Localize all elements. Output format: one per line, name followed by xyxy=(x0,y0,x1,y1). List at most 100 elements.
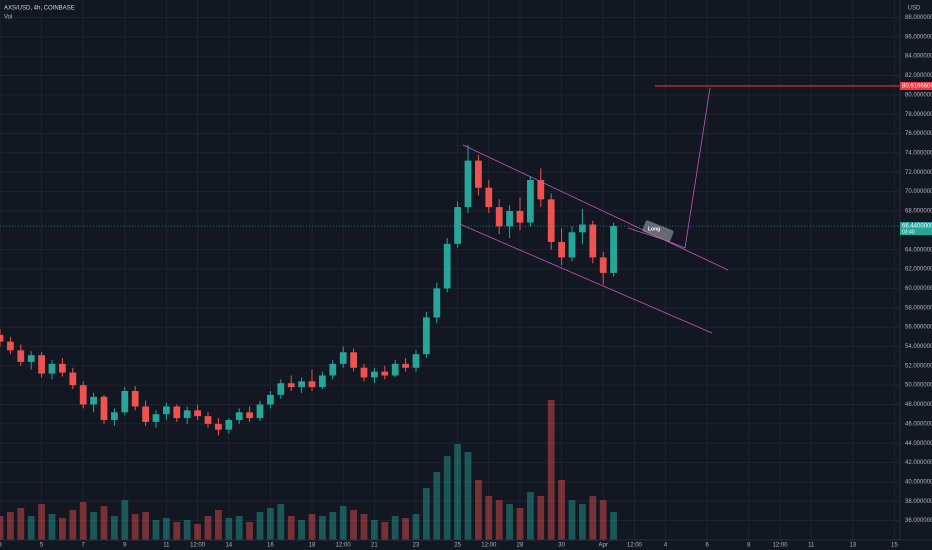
volume-bar xyxy=(173,522,181,540)
volume-bar xyxy=(194,524,201,540)
volume-bar xyxy=(7,512,14,540)
volume-bar xyxy=(59,518,66,540)
volume-bar xyxy=(495,500,503,540)
candle-body xyxy=(412,354,420,368)
candle-body xyxy=(163,406,170,415)
volume-bar xyxy=(464,452,472,540)
x-tick-label: 8 xyxy=(747,543,751,549)
volume-bar xyxy=(183,520,191,540)
volume-bar xyxy=(537,496,545,540)
volume-bar xyxy=(79,502,87,540)
candle-body xyxy=(59,363,66,373)
y-tick-label: 76.00000000 xyxy=(905,131,932,137)
candle-body xyxy=(475,160,482,188)
volume-bar xyxy=(381,522,389,540)
x-tick-label: Apr xyxy=(599,543,608,549)
volume-bar xyxy=(256,512,264,540)
volume-bar xyxy=(350,510,357,540)
volume-bar xyxy=(215,510,222,540)
x-tick-label: 7 xyxy=(82,543,86,549)
candle-body xyxy=(69,372,77,386)
x-tick-label: 3 xyxy=(0,543,2,549)
chart-title: AXS/USD, 4h, COINBASE xyxy=(4,6,75,12)
x-tick-label: 4 xyxy=(664,543,668,549)
volume-bar xyxy=(371,520,378,540)
y-tick-label: 72.00000000 xyxy=(905,170,932,176)
volume-bar xyxy=(599,500,607,540)
price-axis-panel xyxy=(900,0,932,550)
x-tick-label: 11 xyxy=(163,543,170,549)
y-tick-label: 74.00000000 xyxy=(905,150,932,156)
candle-body xyxy=(599,257,607,273)
volume-bar xyxy=(17,508,25,540)
volume-bar xyxy=(38,504,45,540)
volume-bar xyxy=(298,520,305,540)
volume-label: Vol xyxy=(4,15,12,21)
y-tick-label: 38.00000000 xyxy=(905,499,932,505)
volume-bar xyxy=(527,492,534,540)
y-tick-label: 88.00000000 xyxy=(905,15,932,21)
candle-body xyxy=(329,363,337,376)
candle-body xyxy=(547,199,555,242)
y-tick-label: 58.00000000 xyxy=(905,305,932,311)
x-tick-label: 21 xyxy=(371,543,378,549)
volume-bar xyxy=(90,512,97,540)
candle-body xyxy=(319,375,326,388)
volume-bar xyxy=(547,400,555,540)
last-price-tag xyxy=(900,222,932,236)
y-tick-label: 84.00000000 xyxy=(905,54,932,60)
y-tick-label: 36.00000000 xyxy=(905,518,932,524)
candle-body xyxy=(443,243,451,289)
volume-bar xyxy=(131,514,139,540)
volume-bar xyxy=(558,480,565,540)
x-tick-label: 11 xyxy=(808,543,815,549)
candle-body xyxy=(100,396,108,420)
candle-body xyxy=(111,412,118,420)
volume-bar xyxy=(433,472,441,540)
y-tick-label: 68.00000000 xyxy=(905,209,932,215)
candle-body xyxy=(527,180,534,223)
volume-bar xyxy=(610,512,617,540)
volume-bar xyxy=(485,496,493,540)
x-tick-label: 9 xyxy=(123,543,127,549)
candle-body xyxy=(48,363,56,374)
y-tick-label: 64.00000000 xyxy=(905,247,932,253)
y-tick-label: 52.00000000 xyxy=(905,363,932,369)
y-tick-label: 60.00000000 xyxy=(905,286,932,292)
candle-body xyxy=(79,385,87,405)
candle-body xyxy=(579,224,586,233)
y-tick-label: 50.00000000 xyxy=(905,383,932,389)
candle-body xyxy=(610,226,617,273)
volume-bar xyxy=(287,516,295,540)
volume-bar xyxy=(454,444,461,540)
x-tick-label: 25 xyxy=(454,543,461,549)
volume-bar xyxy=(402,518,409,540)
volume-bar xyxy=(391,516,399,540)
x-tick-label: 28 xyxy=(517,543,524,549)
candle-body xyxy=(0,334,4,342)
y-tick-label: 44.00000000 xyxy=(905,441,932,447)
y-tick-label: 48.00000000 xyxy=(905,402,932,408)
projection-path xyxy=(627,87,711,249)
x-tick-label: 12:00 xyxy=(190,543,206,549)
candles xyxy=(0,145,617,436)
volume-pane xyxy=(0,400,617,540)
candle-body xyxy=(152,414,160,422)
volume-bar xyxy=(100,506,108,540)
volume-bar xyxy=(412,514,420,540)
candle-body xyxy=(183,410,191,419)
candle-body xyxy=(142,406,149,422)
y-tick-label: 62.00000000 xyxy=(905,267,932,273)
candle-body xyxy=(256,404,264,419)
candle-body xyxy=(391,363,399,376)
volume-bar xyxy=(142,512,149,540)
volume-bar xyxy=(111,516,118,540)
candle-body xyxy=(589,224,597,258)
volume-bar xyxy=(27,516,35,540)
candle-body xyxy=(204,416,212,424)
x-tick-label: 12:00 xyxy=(627,543,643,549)
candle-body xyxy=(423,317,430,355)
candle-body xyxy=(350,352,357,368)
